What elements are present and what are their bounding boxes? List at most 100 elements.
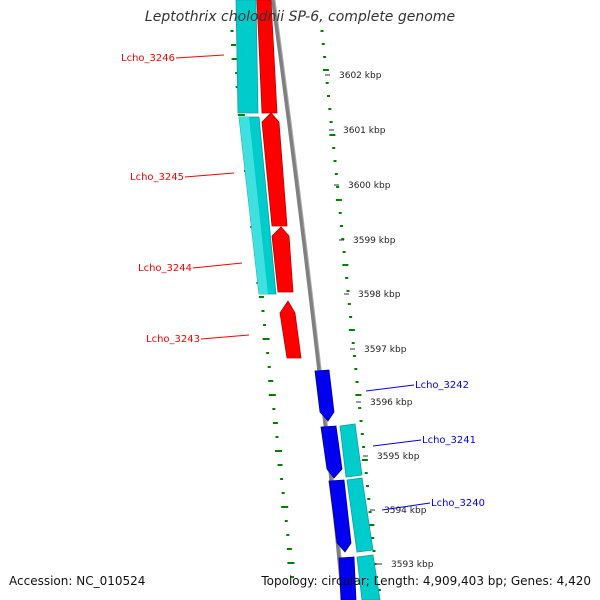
gc-dot — [364, 472, 368, 474]
gc-dot — [284, 520, 288, 522]
gc-dot — [355, 394, 362, 396]
gc-dot — [366, 485, 369, 487]
gc-dot — [345, 277, 349, 279]
gc-dot — [231, 58, 239, 60]
gc-dot — [362, 446, 366, 448]
gc-dot — [268, 380, 274, 382]
gene-track-forward — [235, 0, 277, 295]
gc-dot — [235, 72, 239, 74]
ruler-tick-label: 3601 kbp — [343, 126, 386, 136]
gc-dot — [263, 324, 267, 326]
gc-dot — [272, 422, 278, 424]
feature-label-leader — [200, 334, 250, 340]
gc-dot — [325, 82, 329, 84]
cds-feature-lcho-3240 — [328, 479, 352, 553]
cds-feature-lcho-3245 — [261, 112, 288, 227]
ruler-tick-label: 3598 kbp — [358, 290, 401, 300]
gc-dot — [353, 355, 356, 357]
cds-feature-lcho-3246 — [256, 0, 278, 114]
gene-track-reverse — [339, 423, 381, 600]
ruler-tick-label: 3602 kbp — [339, 71, 382, 81]
feature-label-leader — [192, 262, 243, 269]
feature-label-leader — [381, 502, 431, 511]
gc-dot — [329, 134, 336, 136]
gc-dot — [262, 338, 270, 340]
gc-dot — [322, 69, 329, 71]
feature-label[interactable]: Lcho_3244 — [138, 263, 192, 274]
ruler-tick-label: 3594 kbp — [384, 506, 427, 516]
gc-dot — [367, 498, 371, 500]
gc-dot — [354, 368, 358, 370]
gc-dot — [349, 316, 353, 318]
ruler-tick-label: 3595 kbp — [377, 452, 420, 462]
gc-dot — [287, 562, 295, 564]
gc-dot — [342, 251, 346, 253]
gc-dot — [332, 147, 336, 149]
ruler-tick-label: 3597 kbp — [364, 345, 407, 355]
gc-dot — [329, 121, 333, 123]
cds-track-forward — [256, 0, 302, 359]
gc-dot — [290, 576, 294, 578]
gc-dot — [230, 30, 234, 32]
gc-dot — [281, 492, 285, 494]
gc-dot — [275, 450, 282, 452]
gc-dot — [348, 329, 355, 331]
gc-dot — [266, 352, 270, 354]
gc-dot — [258, 296, 264, 298]
gc-dot — [320, 30, 324, 32]
gc-dot — [346, 290, 350, 292]
gc-dot — [368, 511, 372, 513]
gc-dot — [355, 381, 359, 383]
gc-dot — [336, 186, 340, 188]
feature-label[interactable]: Lcho_3243 — [146, 334, 200, 345]
ruler-tick-label: 3593 kbp — [391, 560, 434, 570]
ruler-tick-label: 3596 kbp — [370, 398, 413, 408]
gc-dot — [338, 212, 342, 214]
gc-dot — [323, 56, 327, 58]
coordinate-ruler: 3602 kbp 3601 kbp 3600 kbp 3599 kbp 3598 kbp… — [325, 71, 434, 570]
gc-dot — [275, 436, 279, 438]
gc-dot — [272, 408, 276, 410]
feature-label-leader — [372, 439, 422, 447]
gc-dot — [286, 548, 292, 550]
ruler-tick-label: 3600 kbp — [348, 181, 391, 191]
gc-dot — [281, 506, 289, 508]
gc-dot — [231, 44, 237, 46]
feature-label[interactable]: Lcho_3241 — [422, 435, 476, 446]
gc-dot — [361, 459, 368, 461]
gc-dot — [237, 114, 245, 116]
gc-dot — [368, 524, 375, 526]
map-title: Leptothrix cholodnii SP-6, complete geno… — [144, 9, 456, 25]
feature-labels: Lcho_3246 Lcho_3245 Lcho_3244 Lcho_3243 Lcho… — [121, 53, 485, 511]
gc-dot — [280, 478, 284, 480]
gc-dot — [277, 464, 283, 466]
feature-label[interactable]: Lcho_3245 — [130, 172, 184, 183]
gc-dot — [328, 108, 332, 110]
gc-dot — [268, 394, 276, 396]
gc-dot — [372, 550, 376, 552]
feature-label[interactable]: Lcho_3240 — [431, 498, 485, 509]
gc-dot — [321, 43, 325, 45]
feature-label-leader — [184, 172, 235, 178]
gc-dot — [373, 563, 377, 565]
gc-dot — [286, 534, 290, 536]
gc-dot — [358, 407, 362, 409]
gc-dot — [335, 199, 342, 201]
gc-dot — [267, 366, 271, 368]
feature-label[interactable]: Lcho_3246 — [121, 53, 175, 64]
gc-dot — [261, 310, 265, 312]
feature-label[interactable]: Lcho_3242 — [415, 380, 469, 391]
gc-dot — [341, 238, 345, 240]
gc-dot — [359, 420, 363, 422]
gc-dot — [342, 264, 349, 266]
feature-label-leader — [175, 54, 225, 59]
cds-feature-lcho-3244 — [271, 226, 294, 293]
cds-track-reverse — [314, 369, 357, 600]
gc-dot — [340, 225, 343, 227]
genome-summary: Topology: circular; Length: 4,909,403 bp… — [261, 574, 591, 588]
ruler-tick-label: 3599 kbp — [353, 236, 396, 246]
gc-dot — [334, 173, 338, 175]
cds-feature-lcho-3241 — [320, 425, 343, 479]
